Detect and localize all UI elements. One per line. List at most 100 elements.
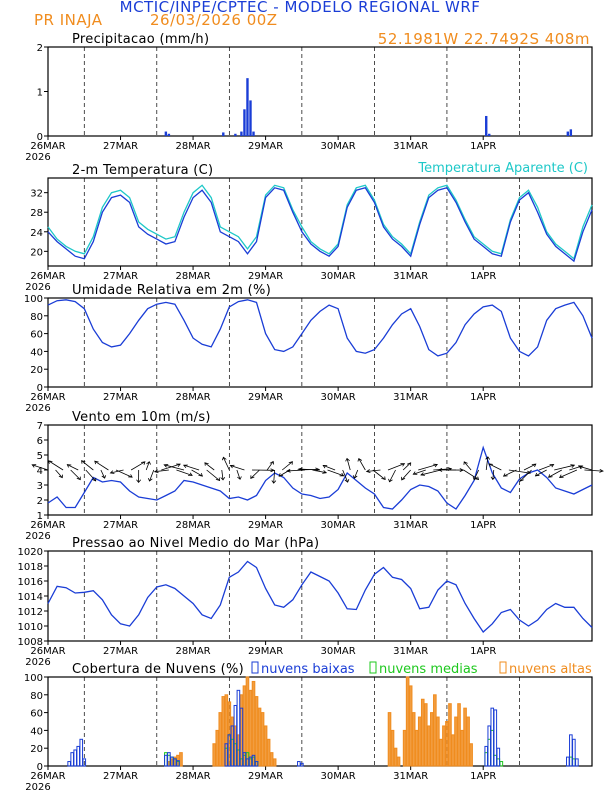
wind-arrow	[366, 469, 381, 472]
wind-arrow-head	[215, 477, 221, 482]
wind-arrow-head	[339, 472, 345, 477]
wind-arrow-head	[66, 464, 72, 468]
x-tick-label: 28MAR	[175, 392, 210, 403]
wind-arrow-head	[502, 473, 508, 477]
x-year-label: 2026	[25, 152, 50, 163]
wind-arrow	[372, 469, 386, 480]
wind-arrow-head	[437, 468, 443, 472]
legend-swatch	[499, 661, 507, 674]
wind-arrow	[559, 469, 578, 478]
precip-bar	[164, 131, 168, 136]
y-tick-label: 1	[37, 511, 43, 522]
y-tick-label: 1010	[18, 622, 43, 633]
precip-bar	[249, 100, 252, 136]
y-tick-label: 1020	[18, 547, 43, 558]
cloud-bar-high	[257, 707, 262, 767]
cloud-bar-high	[402, 729, 407, 767]
precip-bar	[243, 109, 246, 136]
cloud-bar-low	[254, 761, 259, 767]
cloud-bar-high	[393, 747, 398, 767]
y-tick-label: 0	[37, 762, 43, 773]
precip-bar	[167, 133, 171, 136]
x-year-label: 2026	[25, 531, 50, 542]
legend-label: nuvens baixas	[261, 662, 355, 677]
wind-arrow-head	[459, 468, 465, 472]
x-tick-label: 27MAR	[103, 771, 138, 782]
wind-arrow	[176, 469, 193, 476]
wind-arrow-head	[288, 461, 293, 465]
x-tick-label: 30MAR	[321, 141, 356, 152]
x-tick-label: 28MAR	[175, 271, 210, 282]
cloud-bar-high	[221, 696, 226, 767]
legend-swatch	[369, 661, 377, 674]
x-tick-label: 28MAR	[175, 520, 210, 531]
wind-arrow-head	[433, 463, 439, 468]
wind-arrow-head	[388, 478, 393, 483]
cloud-bar-high	[260, 712, 265, 767]
wind-arrow-head	[229, 464, 235, 469]
wind-arrow-head	[463, 461, 468, 465]
y-tick-label: 5	[37, 451, 43, 462]
cloud-bar-high	[390, 729, 395, 767]
wind-arrow-head	[401, 476, 406, 481]
y-tick-label: 1012	[18, 607, 43, 618]
wind-arrow	[508, 469, 531, 474]
temperature-line	[47, 187, 593, 263]
wind-arrow	[230, 465, 245, 471]
cloud-bar-low	[67, 761, 71, 767]
panel-title: Pressao ao Nivel Medio do Mar (hPa)	[72, 536, 319, 551]
wind-arrow-head	[474, 476, 480, 481]
x-tick-label: 30MAR	[321, 271, 356, 282]
x-tick-label: 27MAR	[103, 392, 138, 403]
cloud-bar-high	[423, 703, 428, 767]
legend-swatch	[251, 661, 259, 674]
wind-arrow	[149, 469, 155, 482]
x-tick-label: 27MAR	[103, 271, 138, 282]
wind-arrow-head	[250, 475, 255, 479]
precip-bar	[566, 131, 570, 136]
wind-arrow	[204, 462, 215, 471]
legend-label: nuvens altas	[509, 662, 592, 677]
header-title: MCTIC/INPE/CPTEC - MODELO REGIONAL WRF	[120, 0, 481, 16]
precip-bar	[246, 78, 249, 136]
cloud-bar-high	[454, 716, 458, 767]
wind-arrow-head	[81, 460, 86, 464]
panel-title: 2-m Temperatura (C)	[72, 163, 213, 178]
cloud-bar-low	[76, 745, 81, 767]
x-tick-label: 29MAR	[248, 771, 283, 782]
wind-arrow	[48, 460, 64, 471]
cloud-bar-high	[442, 725, 446, 767]
precip-bar	[569, 129, 573, 136]
wind-arrow-head	[519, 478, 524, 482]
y-tick-label: 1008	[18, 637, 43, 648]
x-tick-label: 29MAR	[248, 520, 283, 531]
wind-arrow-head	[297, 467, 303, 472]
y-tick-label: 60	[30, 709, 43, 720]
wind-arrow-head	[381, 476, 386, 481]
wind-arrow	[327, 469, 344, 477]
precip-bar	[222, 132, 225, 136]
x-tick-label: 29MAR	[248, 141, 283, 152]
wind-arrow-head	[128, 474, 133, 478]
wind-arrow-head	[153, 469, 159, 474]
x-tick-label: 27MAR	[103, 141, 138, 152]
cloud-bar-high	[417, 716, 422, 767]
cloud-bar-high	[179, 752, 183, 767]
wind-arrow	[191, 469, 203, 477]
wind-arrow-head	[578, 465, 584, 470]
panel-frame	[47, 676, 593, 767]
wind-arrow	[535, 469, 547, 477]
y-tick-label: 1	[37, 88, 43, 99]
y-tick-label: 80	[30, 312, 43, 323]
x-year-label: 2026	[25, 403, 50, 414]
x-tick-label: 1APR	[470, 771, 496, 782]
cloud-bar-high	[445, 721, 449, 767]
wind-arrow	[266, 461, 274, 471]
precip-bar	[488, 133, 491, 136]
wind-arrow	[538, 464, 554, 471]
humidity-line	[47, 299, 593, 357]
cloud-bar-low	[487, 725, 492, 767]
cloud-bar-low	[297, 761, 301, 767]
cloud-bar-high	[396, 756, 401, 767]
wind-arrow-head	[220, 476, 226, 481]
